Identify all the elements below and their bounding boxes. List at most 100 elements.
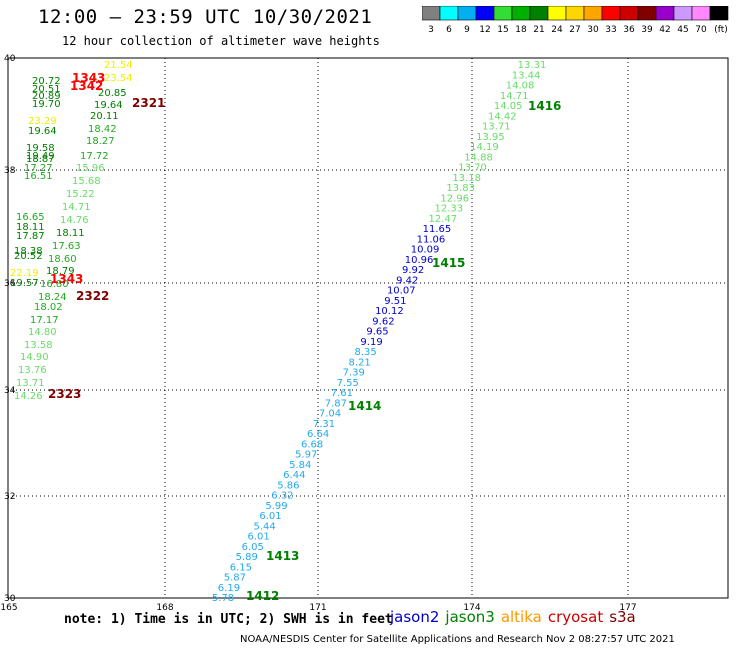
lon-tick-label: 168: [156, 603, 173, 613]
colorbar-label: 6: [446, 25, 452, 35]
lat-tick-label: 36: [4, 279, 16, 289]
track-value-label: 14.71: [62, 202, 91, 213]
track-value-label: 13.31: [518, 60, 547, 71]
track-value-label: 19.57: [10, 278, 39, 289]
pass-number-label: 1343: [50, 272, 83, 286]
pass-number-label: 2323: [48, 387, 81, 401]
pass-number-label: 2321: [132, 96, 165, 110]
track-value-label: 13.71: [16, 378, 45, 389]
track-value-label: 9.42: [396, 275, 418, 286]
track-value-label: 18.60: [48, 254, 77, 265]
track-value-label: 10.96: [405, 255, 434, 266]
track-value-label: 12.47: [429, 214, 458, 225]
colorbar-label: 33: [605, 25, 616, 35]
colorbar-label: 12: [479, 25, 490, 35]
satellite-legend: jason2 jason3 altika cryosat s3a: [390, 608, 642, 626]
track-value-label: 5.99: [265, 501, 287, 512]
colorbar-label: 18: [515, 25, 527, 35]
track-value-label: 17.17: [30, 315, 59, 326]
track-value-label: 22.19: [10, 268, 39, 279]
pass-number-label: 1343: [72, 71, 105, 85]
lat-tick-label: 30: [4, 594, 16, 604]
track-value-label: 5.86: [277, 480, 299, 491]
track-value-label: 5.44: [253, 521, 275, 532]
legend-entry-cryosat: cryosat: [547, 608, 604, 626]
track-value-label: 20.85: [98, 88, 127, 99]
colorbar-label: 45: [677, 25, 688, 35]
track-value-label: 5.89: [236, 552, 258, 563]
track-value-label: 6.64: [307, 429, 329, 440]
track-value-label: 6.19: [218, 583, 240, 594]
track-value-label: 19.49: [26, 151, 55, 162]
pass-number-label: 2322: [76, 289, 109, 303]
pass-number-label: 1412: [246, 589, 279, 603]
lat-tick-label: 34: [4, 386, 16, 396]
lat-tick-label: 40: [4, 54, 16, 64]
legend-entry-jason2: jason2: [390, 608, 440, 626]
lon-tick-label: 171: [309, 603, 326, 613]
track-value-label: 13.71: [482, 122, 511, 133]
track-value-label: 6.05: [242, 542, 264, 553]
colorbar-label: 9: [464, 25, 470, 35]
track-value-label: 20.52: [14, 251, 43, 262]
legend-entry-jason3: jason3: [445, 608, 495, 626]
colorbar-label: (ft): [714, 25, 728, 35]
track-value-label: 6.44: [283, 470, 305, 481]
track-value-label: 14.88: [464, 152, 493, 163]
track-value-label: 9.19: [360, 337, 382, 348]
track-value-label: 8.35: [354, 347, 376, 358]
track-value-label: 18.11: [16, 222, 45, 233]
lon-tick-label: 165: [0, 603, 17, 613]
track-value-label: 6.68: [301, 439, 323, 450]
track-value-label: 14.08: [506, 81, 535, 92]
track-value-label: 17.87: [16, 231, 45, 242]
lat-tick-label: 38: [4, 166, 16, 176]
track-value-label: 13.18: [452, 173, 481, 184]
track-value-label: 7.39: [343, 368, 365, 379]
colorbar-label: 42: [659, 25, 670, 35]
legend-entry-s3a: s3a: [609, 608, 636, 626]
colorbar-label: 36: [623, 25, 635, 35]
track-value-label: 20.11: [90, 111, 119, 122]
track-value-label: 18.11: [56, 228, 85, 239]
lon-tick-label: 174: [463, 603, 480, 613]
track-value-label: 13.83: [446, 183, 475, 194]
legend-entry-altika: altika: [500, 608, 542, 626]
track-value-label: 20.72: [32, 76, 61, 87]
track-value-label: 10.07: [387, 286, 416, 297]
track-value-label: 13.58: [24, 340, 53, 351]
track-value-label: 6.01: [248, 532, 270, 543]
colorbar-label: 3: [428, 25, 434, 35]
track-value-label: 16.65: [16, 212, 45, 223]
track-value-label: 12.33: [434, 204, 463, 215]
track-value-label: 18.38: [14, 246, 43, 257]
track-value-label: 16.51: [24, 171, 53, 182]
track-value-label: 6.15: [230, 562, 252, 573]
track-value-label: 12.96: [440, 193, 469, 204]
track-value-label: 14.71: [500, 91, 529, 102]
track-value-label: 19.64: [94, 100, 123, 111]
track-value-label: 5.87: [224, 573, 246, 584]
track-value-label: 18.42: [88, 124, 117, 135]
track-value-label: 7.04: [319, 409, 341, 420]
pass-number-label: 1413: [266, 549, 299, 563]
track-value-label: 7.61: [331, 388, 353, 399]
track-value-label: 11.06: [417, 234, 446, 245]
colorbar-label: 70: [695, 25, 707, 35]
track-value-label: 15.68: [72, 176, 101, 187]
track-value-label: 20.89: [32, 91, 61, 102]
colorbar-label: 21: [533, 25, 544, 35]
track-value-label: 13.95: [476, 132, 505, 143]
colorbar-label: 30: [587, 25, 599, 35]
track-value-label: 16.80: [40, 279, 69, 290]
lon-tick-label: 177: [619, 603, 636, 613]
track-value-label: 20.51: [32, 84, 61, 95]
map-frame: [7, 57, 729, 599]
track-value-label: 5.97: [295, 450, 317, 461]
track-value-label: 13.44: [512, 70, 541, 81]
color-scale-legend: 3 6 9 12 15 18 21 24 27 30 33 36 39 42 45 70 (ft): [422, 6, 729, 35]
track-value-label: 13.70: [458, 163, 487, 174]
track-value-label: 7.87: [325, 398, 347, 409]
track-value-label: 17.72: [80, 151, 109, 162]
